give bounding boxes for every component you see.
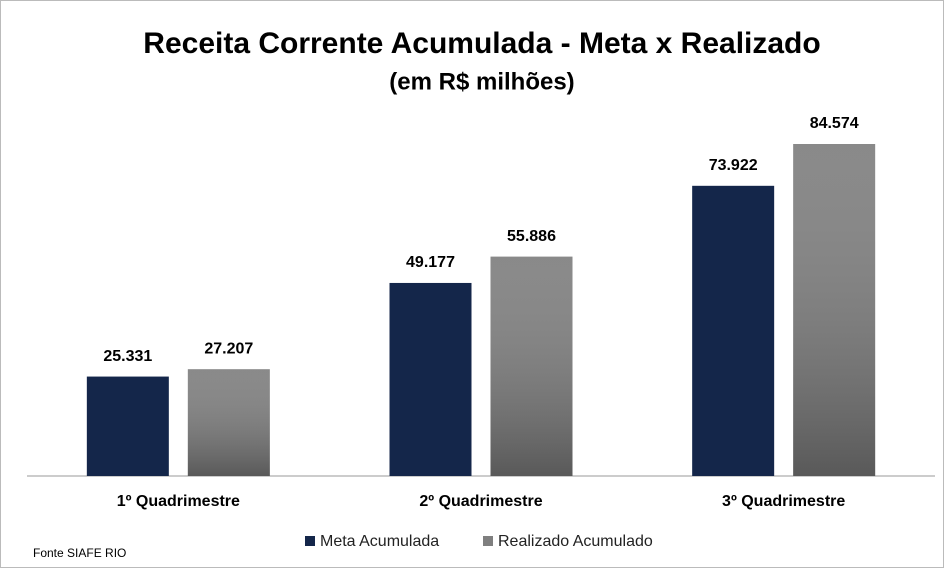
- data-label: 49.177: [406, 254, 455, 271]
- legend-label: Meta Acumulada: [320, 533, 439, 550]
- legend-swatch: [483, 536, 493, 546]
- bar: [86, 376, 169, 476]
- bar-shade: [187, 369, 270, 476]
- x-tick-label: 2º Quadrimestre: [419, 493, 542, 510]
- chart-title: Receita Corrente Acumulada - Meta x Real…: [143, 27, 820, 60]
- legend-swatch: [305, 536, 315, 546]
- bar: [692, 185, 775, 476]
- source-note: Fonte SIAFE RIO: [33, 546, 126, 560]
- chart-subtitle: (em R$ milhões): [389, 68, 574, 95]
- data-label: 55.886: [507, 228, 556, 245]
- legend-label: Realizado Acumulado: [498, 533, 653, 550]
- data-label: 73.922: [709, 157, 758, 174]
- bar-shade: [490, 256, 573, 476]
- data-label: 84.574: [810, 115, 859, 132]
- x-tick-label: 1º Quadrimestre: [117, 493, 240, 510]
- x-tick-label: 3º Quadrimestre: [722, 493, 845, 510]
- data-label: 27.207: [204, 340, 253, 357]
- bar-shade: [793, 144, 876, 476]
- data-label: 25.331: [103, 348, 152, 365]
- bar: [389, 282, 472, 476]
